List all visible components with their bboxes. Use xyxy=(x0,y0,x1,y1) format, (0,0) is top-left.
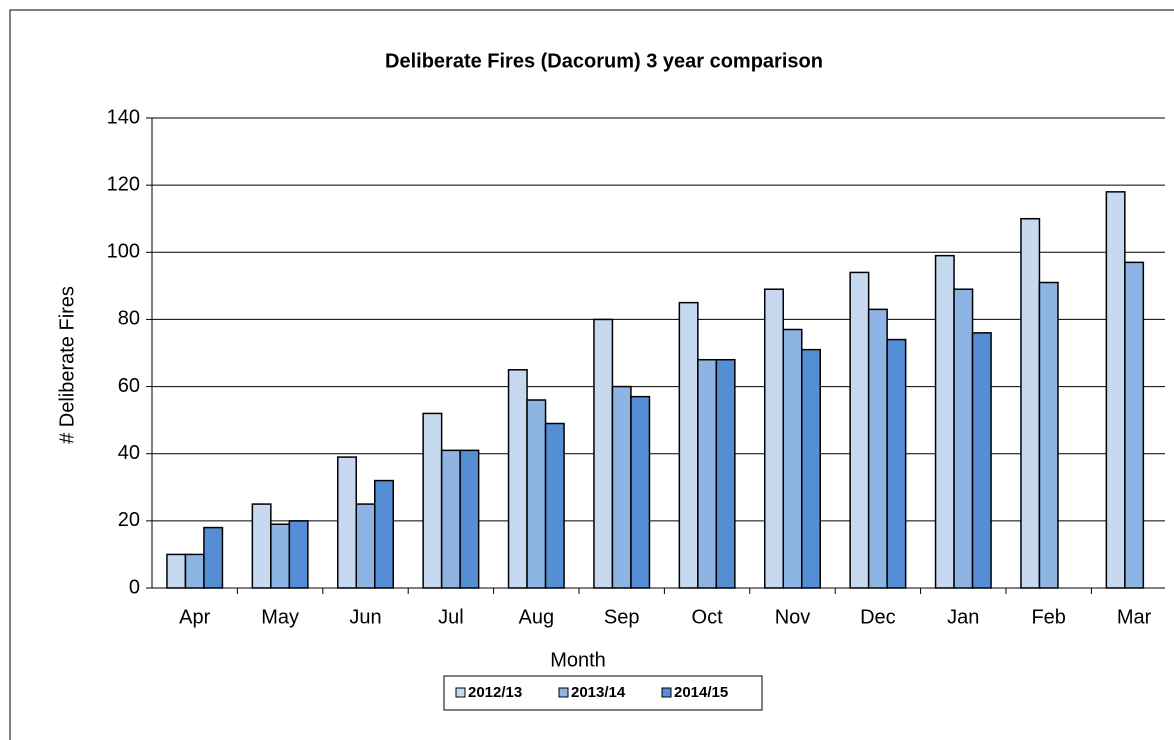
y-tick-label: 60 xyxy=(118,375,140,397)
x-tick-label: Oct xyxy=(692,606,724,628)
bar xyxy=(886,338,907,589)
bar xyxy=(1038,281,1059,589)
legend-label: 2012/13 xyxy=(468,684,522,701)
bar xyxy=(1105,191,1126,589)
bar xyxy=(459,449,480,589)
x-tick-label: Mar xyxy=(1117,606,1152,628)
bar xyxy=(288,520,309,589)
bar xyxy=(440,449,461,589)
bar xyxy=(953,288,974,589)
bar xyxy=(867,308,888,589)
bar xyxy=(166,553,187,589)
x-tick-label: Dec xyxy=(860,606,896,628)
x-tick-label: Nov xyxy=(775,606,811,628)
y-tick-label: 20 xyxy=(118,509,140,531)
legend-swatch xyxy=(455,687,466,698)
bar xyxy=(715,358,736,589)
bar xyxy=(678,301,699,589)
legend-box xyxy=(443,675,763,711)
x-tick-label: Sep xyxy=(604,606,640,628)
x-tick-label: Jul xyxy=(438,606,464,628)
chart-title: Deliberate Fires (Dacorum) 3 year compar… xyxy=(385,50,823,72)
bar xyxy=(697,358,718,589)
bar xyxy=(764,288,784,589)
bar xyxy=(611,385,632,589)
bar xyxy=(1020,217,1041,589)
chart-frame xyxy=(9,9,1174,740)
bar xyxy=(526,399,547,589)
bar xyxy=(337,456,357,589)
bar xyxy=(630,395,651,589)
bar xyxy=(507,369,528,589)
bar xyxy=(971,332,992,589)
y-tick-label: 80 xyxy=(118,308,140,330)
bar xyxy=(184,553,205,589)
x-tick-label: Jun xyxy=(349,606,381,628)
bar xyxy=(374,479,394,589)
x-tick-label: Apr xyxy=(179,606,210,628)
bar xyxy=(544,422,565,589)
bar xyxy=(355,503,376,589)
bar xyxy=(934,254,955,589)
bar xyxy=(422,412,443,589)
y-tick-label: 140 xyxy=(107,106,140,128)
bar xyxy=(203,526,224,589)
y-tick-label: 100 xyxy=(107,241,140,263)
legend-label: 2013/14 xyxy=(571,684,626,701)
bar xyxy=(593,318,614,589)
bar xyxy=(270,523,291,589)
legend-label: 2014/15 xyxy=(674,684,728,701)
x-tick-label: Jan xyxy=(947,606,979,628)
y-tick-label: 40 xyxy=(118,442,140,464)
y-tick-label: 0 xyxy=(129,576,140,598)
x-axis-label: Month xyxy=(550,649,606,671)
x-tick-label: Feb xyxy=(1031,606,1065,628)
bar xyxy=(1124,261,1145,589)
bar xyxy=(849,271,870,589)
legend-swatch xyxy=(558,687,569,698)
y-axis-label: # Deliberate Fires xyxy=(56,286,78,444)
legend-swatch xyxy=(661,687,672,698)
y-tick-label: 120 xyxy=(107,173,140,195)
x-tick-label: Aug xyxy=(519,606,555,628)
x-tick-label: May xyxy=(261,606,299,628)
bar xyxy=(251,503,272,589)
bar xyxy=(801,348,821,589)
bar xyxy=(782,328,803,589)
